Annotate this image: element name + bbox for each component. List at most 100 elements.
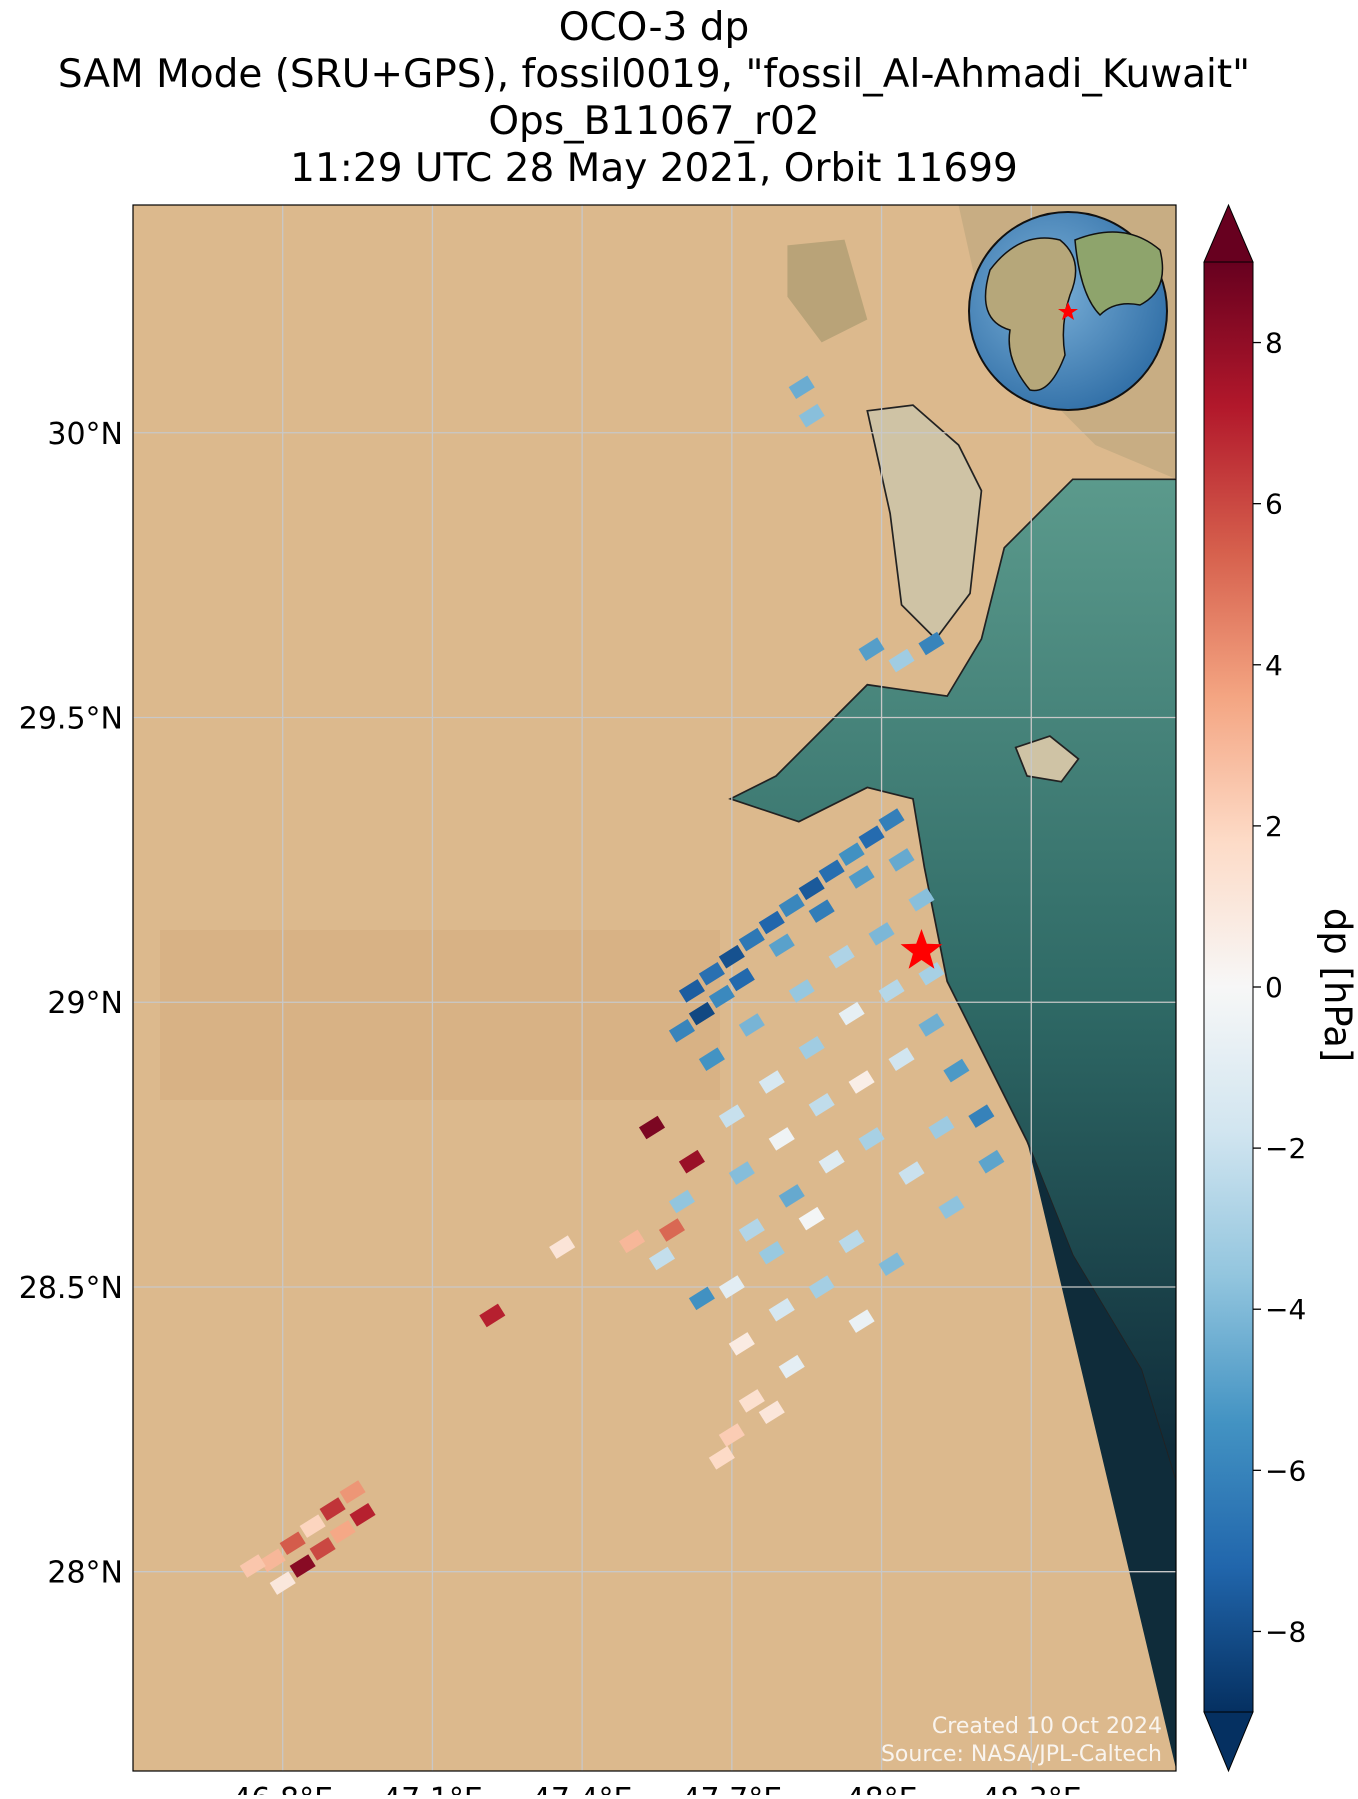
sounding (778, 1354, 805, 1379)
colorbar-tick-label: −8 (1265, 1615, 1306, 1648)
colorbar-tick-label: 0 (1265, 971, 1283, 1004)
sounding (738, 927, 765, 952)
globe-inset (968, 211, 1168, 411)
colorbar-label: dp [hPa] (1316, 908, 1358, 1062)
sounding (938, 1195, 965, 1220)
sounding (668, 1018, 695, 1043)
title-line: SAM Mode (SRU+GPS), fossil0019, "fossil_… (58, 52, 1250, 97)
sounding (718, 1423, 745, 1447)
sounding (668, 1189, 695, 1214)
colorbar-tick-label: 2 (1265, 810, 1283, 843)
sounding (728, 1161, 755, 1185)
x-tick-label: 47.1°E (382, 1782, 483, 1795)
sounding (698, 961, 725, 986)
sounding (309, 1537, 336, 1561)
sounding (728, 967, 755, 992)
sounding (928, 1115, 955, 1140)
colorbar-tick-label: −6 (1265, 1454, 1306, 1487)
sounding (968, 1104, 995, 1128)
sounding (738, 1218, 765, 1242)
x-tick-label: 47.4°E (532, 1782, 633, 1795)
x-tick-label: 48.3°E (981, 1782, 1082, 1795)
sounding (768, 933, 795, 958)
sounding (858, 637, 885, 661)
sounding (848, 1309, 875, 1333)
sounding (818, 1149, 845, 1174)
sounding (868, 922, 895, 946)
sounding (918, 961, 945, 986)
sounding (758, 1241, 785, 1265)
colorbar-extend (1203, 203, 1254, 263)
sounding (978, 1149, 1005, 1174)
sounding (838, 1001, 865, 1026)
sounding (678, 1149, 705, 1174)
sounding (758, 910, 785, 935)
map-frame (132, 204, 1177, 1772)
sounding (818, 859, 845, 884)
x-tick-label: 48°E (845, 1782, 917, 1795)
sounding (848, 1070, 875, 1094)
title-line: 11:29 UTC 28 May 2021, Orbit 11699 (290, 146, 1018, 191)
sounding (658, 1218, 686, 1242)
sounding (778, 1184, 805, 1208)
y-tick-label: 29.5°N (19, 702, 123, 737)
sounding (299, 1514, 326, 1538)
sounding (888, 648, 915, 673)
sounding (718, 944, 745, 969)
colorbar-tick-label: −2 (1265, 1132, 1306, 1165)
sounding (738, 1389, 765, 1413)
sounding (758, 1070, 785, 1094)
sounding (808, 899, 835, 923)
sounding (259, 1548, 286, 1573)
sounding (289, 1554, 316, 1578)
sounding (798, 876, 825, 901)
soundings (239, 375, 1005, 1595)
map-background (133, 205, 1176, 1771)
title-line: OCO-3 dp (559, 5, 750, 50)
sounding (878, 1252, 905, 1276)
sounding (718, 1104, 745, 1128)
sounding (698, 1047, 725, 1071)
colorbar-tick-label: −4 (1265, 1293, 1306, 1326)
sounding (339, 1480, 366, 1504)
sounding (479, 1303, 506, 1328)
sounding (943, 1058, 970, 1083)
x-tick-label: 46.8°E (232, 1782, 333, 1795)
sounding (708, 1446, 735, 1470)
sounding (738, 1013, 765, 1037)
y-tick-label: 28.5°N (19, 1271, 123, 1306)
sounding (549, 1235, 576, 1259)
sounding (778, 893, 805, 918)
sounding (888, 1047, 915, 1071)
sounding (708, 984, 735, 1009)
sounding (908, 887, 935, 912)
sounding (858, 825, 885, 849)
sounding (758, 1400, 785, 1425)
sounding (828, 944, 855, 969)
sounding (768, 1297, 795, 1322)
sounding (918, 631, 945, 656)
credit: Source: NASA/JPL-Caltech (881, 1742, 1162, 1767)
y-tick-label: 29°N (47, 986, 123, 1021)
sounding (878, 808, 905, 832)
sounding (688, 1001, 715, 1026)
sounding (788, 375, 815, 399)
title-line: Ops_B11067_r02 (488, 99, 819, 144)
sounding (319, 1497, 346, 1521)
sounding (329, 1520, 356, 1544)
sounding (808, 1092, 835, 1117)
sounding (878, 979, 905, 1003)
sounding (888, 848, 915, 872)
sounding (858, 1127, 885, 1151)
colorbar-tick-label: 8 (1265, 327, 1283, 360)
sounding (798, 403, 825, 428)
sounding (798, 1036, 825, 1060)
y-tick-label: 30°N (47, 417, 123, 452)
colorbar-body (1204, 262, 1253, 1712)
title-block: OCO-3 dp SAM Mode (SRU+GPS), fossil0019,… (58, 5, 1250, 191)
sounding (838, 1229, 865, 1254)
sounding (728, 1332, 755, 1356)
sounding (838, 842, 865, 866)
